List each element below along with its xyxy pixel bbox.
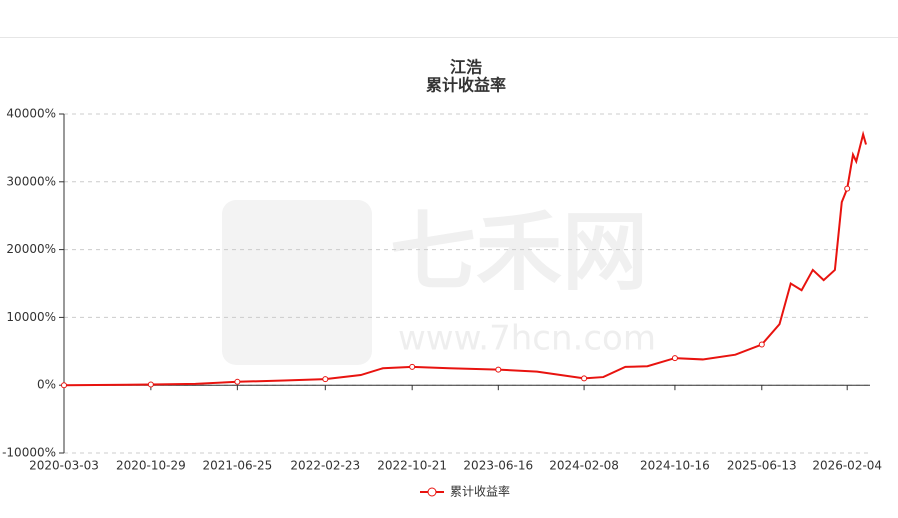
- x-tick-label: 2023-06-16: [463, 459, 533, 473]
- point-marker: [409, 363, 416, 370]
- x-tick-label: 2022-10-21: [377, 459, 447, 473]
- point-marker: [581, 375, 588, 382]
- point-marker: [671, 355, 678, 362]
- chart-subtitle: 累计收益率: [426, 76, 506, 95]
- point-marker: [495, 366, 502, 373]
- x-tick-label: 2021-06-25: [202, 459, 272, 473]
- chart-title: 江浩: [450, 58, 482, 77]
- x-tick-label: 2022-02-23: [290, 459, 360, 473]
- x-tick-label: 2026-02-04: [812, 459, 882, 473]
- watermark: 七禾网: [390, 202, 648, 302]
- x-tick-label: 2025-06-13: [727, 459, 797, 473]
- watermark-url: www.7hcn.com: [398, 319, 656, 359]
- point-marker: [61, 382, 67, 389]
- x-tick-label: 2024-02-08: [549, 459, 619, 473]
- y-tick-label: 10000%: [6, 310, 56, 324]
- point-marker: [758, 341, 765, 348]
- x-tick-label: 2020-10-29: [116, 459, 186, 473]
- x-tick-label: 2020-03-03: [29, 459, 99, 473]
- watermark-logo: [222, 200, 372, 365]
- y-tick-label: 30000%: [6, 174, 56, 188]
- legend-symbol: [427, 487, 437, 497]
- y-tick-label: 0%: [37, 378, 56, 392]
- y-tick-label: 20000%: [6, 242, 56, 256]
- point-marker: [844, 185, 851, 192]
- y-tick-label: -10000%: [2, 446, 56, 460]
- point-marker: [147, 381, 154, 388]
- x-tick-label: 2024-10-16: [640, 459, 710, 473]
- legend-label: 累计收益率: [450, 484, 510, 499]
- point-marker: [322, 376, 329, 383]
- line: [63, 130, 867, 387]
- point-marker: [234, 378, 241, 385]
- y-tick-label: 40000%: [6, 107, 56, 121]
